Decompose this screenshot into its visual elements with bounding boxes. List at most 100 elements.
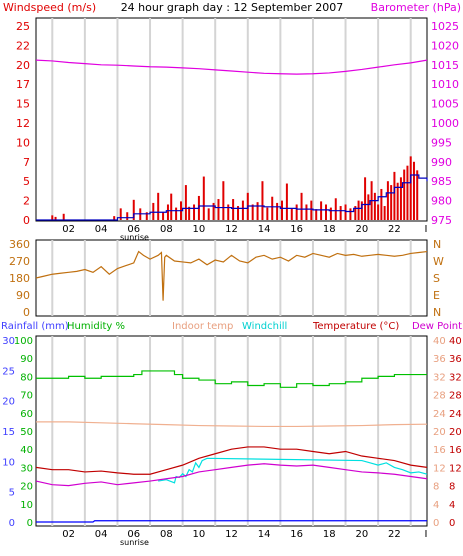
rainfall-tick: 0 — [9, 518, 15, 529]
x-tick-label: 08 — [160, 224, 173, 235]
windchill-line — [158, 457, 428, 484]
x-tick-label: 22 — [388, 224, 401, 235]
dew-point-line — [35, 463, 428, 487]
x-axis-ticks-temperature: 02 04 06 08 10 12 14 16 18 20 22 I — [62, 529, 427, 540]
x-tick-label: 16 — [290, 529, 303, 540]
windspeed-tick: 2 — [23, 195, 30, 208]
humidity-tick: 30 — [20, 463, 33, 474]
barometer-tick: 1005 — [431, 98, 459, 111]
indoor-tick: 20 — [433, 427, 446, 438]
rainfall-tick: 15 — [2, 427, 15, 438]
x-tick-label: 14 — [258, 529, 271, 540]
humidity-tick: 80 — [20, 372, 33, 383]
indoor-tick: 32 — [433, 372, 446, 383]
avg-wind-line — [36, 174, 428, 221]
indoor-temp-ticks: 0 4 8 12 16 20 24 28 32 36 40 — [433, 336, 446, 529]
wind-direction-line — [35, 250, 428, 301]
temperature-label: Temperature (°C) — [312, 321, 399, 332]
barometer-tick: 1010 — [431, 78, 459, 91]
temperature-tick: 36 — [449, 354, 462, 365]
sunrise-label-top: sunrise — [120, 233, 149, 242]
humidity-tick: 10 — [20, 500, 33, 511]
direction-tick: 270 — [9, 255, 30, 268]
panel-frame-wind — [35, 17, 428, 222]
humidity-tick: 100 — [14, 336, 33, 347]
windchill-label: Windchill — [242, 321, 287, 332]
indoor-tick: 0 — [433, 518, 439, 529]
windspeed-tick: 10 — [16, 136, 30, 149]
x-tick-label: 02 — [62, 224, 75, 235]
compass-tick: W — [433, 255, 444, 268]
x-tick-label: 10 — [193, 224, 206, 235]
indoor-tick: 12 — [433, 463, 446, 474]
windspeed-tick: 0 — [23, 214, 30, 227]
barometer-tick: 980 — [431, 195, 452, 208]
x-tick-label: 18 — [323, 224, 336, 235]
direction-series — [35, 250, 428, 301]
barometer-tick: 975 — [431, 214, 452, 227]
barometer-ticks: 975 980 985 990 995 1000 1005 1010 1015 1020 1025 — [431, 20, 459, 227]
compass-tick: S — [433, 272, 440, 285]
indoor-tick: 4 — [433, 500, 439, 511]
x-tick-label: 12 — [225, 529, 238, 540]
humidity-ticks: 0 10 20 30 40 50 60 70 80 90 100 — [14, 336, 33, 529]
temperature-tick: 20 — [449, 427, 462, 438]
barometer-tick: 995 — [431, 136, 452, 149]
x-tick-label: 06 — [127, 529, 140, 540]
windspeed-tick: 12 — [16, 117, 30, 130]
windspeed-tick: 17 — [16, 78, 30, 91]
barometer-tick: 1015 — [431, 59, 459, 72]
x-tick-label: 18 — [323, 529, 336, 540]
grid-temperature — [51, 336, 412, 526]
humidity-tick: 90 — [20, 354, 33, 365]
x-tick-label: 10 — [193, 529, 206, 540]
humidity-tick: 70 — [20, 391, 33, 402]
panel-frame-direction — [35, 239, 428, 317]
temperature-tick: 24 — [449, 409, 462, 420]
x-tick-label: 08 — [160, 529, 173, 540]
rainfall-label: Rainfall (mm) — [1, 321, 69, 332]
indoor-tick: 8 — [433, 482, 439, 493]
temperature-tick: 28 — [449, 391, 462, 402]
direction-tick: 0 — [23, 306, 30, 319]
compass-tick: E — [433, 289, 440, 302]
x-tick-label: 02 — [62, 529, 75, 540]
humidity-tick: 50 — [20, 427, 33, 438]
temperature-series — [35, 370, 428, 523]
windspeed-tick: 15 — [16, 98, 30, 111]
compass-tick: N — [433, 306, 441, 319]
x-tick-label: 20 — [355, 224, 368, 235]
rainfall-tick: 20 — [2, 397, 15, 408]
direction-tick: 180 — [9, 272, 30, 285]
humidity-line — [36, 370, 427, 388]
direction-degree-ticks: 0 90 180 270 360 — [9, 238, 30, 319]
temperature-tick: 0 — [449, 518, 455, 529]
x-tick-label: 12 — [225, 224, 238, 235]
x-tick-label: 06 — [127, 224, 140, 235]
humidity-tick: 0 — [27, 518, 33, 529]
compass-tick: N — [433, 238, 441, 251]
barometer-tick: 990 — [431, 156, 452, 169]
x-tick-label: 20 — [355, 529, 368, 540]
rainfall-line — [36, 520, 427, 523]
indoor-tick: 40 — [433, 336, 446, 347]
x-tick-label: 22 — [388, 529, 401, 540]
windspeed-tick: 22 — [16, 39, 30, 52]
windspeed-axis-label: Windspeed (m/s) — [3, 1, 96, 14]
indoor-temp-line — [36, 421, 428, 428]
barometer-axis-label: Barometer (hPa) — [371, 1, 461, 14]
indoor-tick: 16 — [433, 445, 446, 456]
temperature-tick: 12 — [449, 463, 462, 474]
rainfall-tick: 10 — [2, 457, 15, 468]
windspeed-tick: 25 — [16, 20, 30, 33]
rainfall-tick: 25 — [2, 366, 15, 377]
indoor-tick: 36 — [433, 354, 446, 365]
indoor-tick: 28 — [433, 391, 446, 402]
humidity-tick: 20 — [20, 482, 33, 493]
barometer-tick: 1020 — [431, 39, 459, 52]
temperature-tick: 4 — [449, 500, 455, 511]
